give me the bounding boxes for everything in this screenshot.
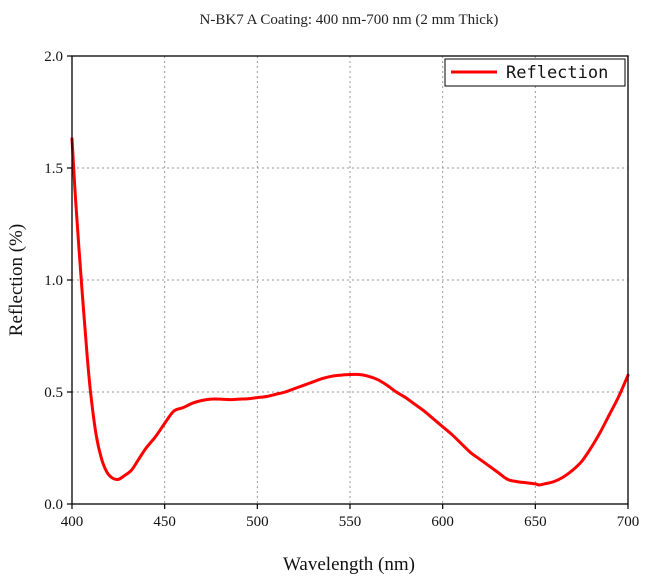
- series-line-reflection: [70, 137, 630, 487]
- plot-area: [70, 137, 630, 487]
- chart-title: N-BK7 A Coating: 400 nm-700 nm (2 mm Thi…: [200, 12, 499, 28]
- axes: 400 450 500 550 600 650 700 0.0 0.5 1.0 1.5 2.0: [44, 49, 639, 530]
- y-tick-label: 1.5: [44, 161, 63, 177]
- y-tick-label: 0.5: [44, 385, 63, 401]
- y-tick-label: 0.0: [44, 497, 63, 513]
- x-tick-label: 400: [61, 514, 84, 530]
- x-axis-label: Wavelength (nm): [283, 554, 415, 575]
- x-tick-label: 450: [153, 514, 176, 530]
- legend-label-reflection: Reflection: [506, 63, 608, 83]
- x-tick-label: 550: [339, 514, 362, 530]
- y-tick-label: 2.0: [44, 49, 63, 65]
- x-tick-label: 500: [246, 514, 269, 530]
- x-tick-label: 700: [617, 514, 640, 530]
- y-tick-label: 1.0: [44, 273, 63, 289]
- y-axis-label: Reflection (%): [6, 224, 27, 336]
- x-tick-label: 650: [524, 514, 547, 530]
- x-tick-label: 600: [431, 514, 454, 530]
- legend: Reflection: [444, 58, 626, 87]
